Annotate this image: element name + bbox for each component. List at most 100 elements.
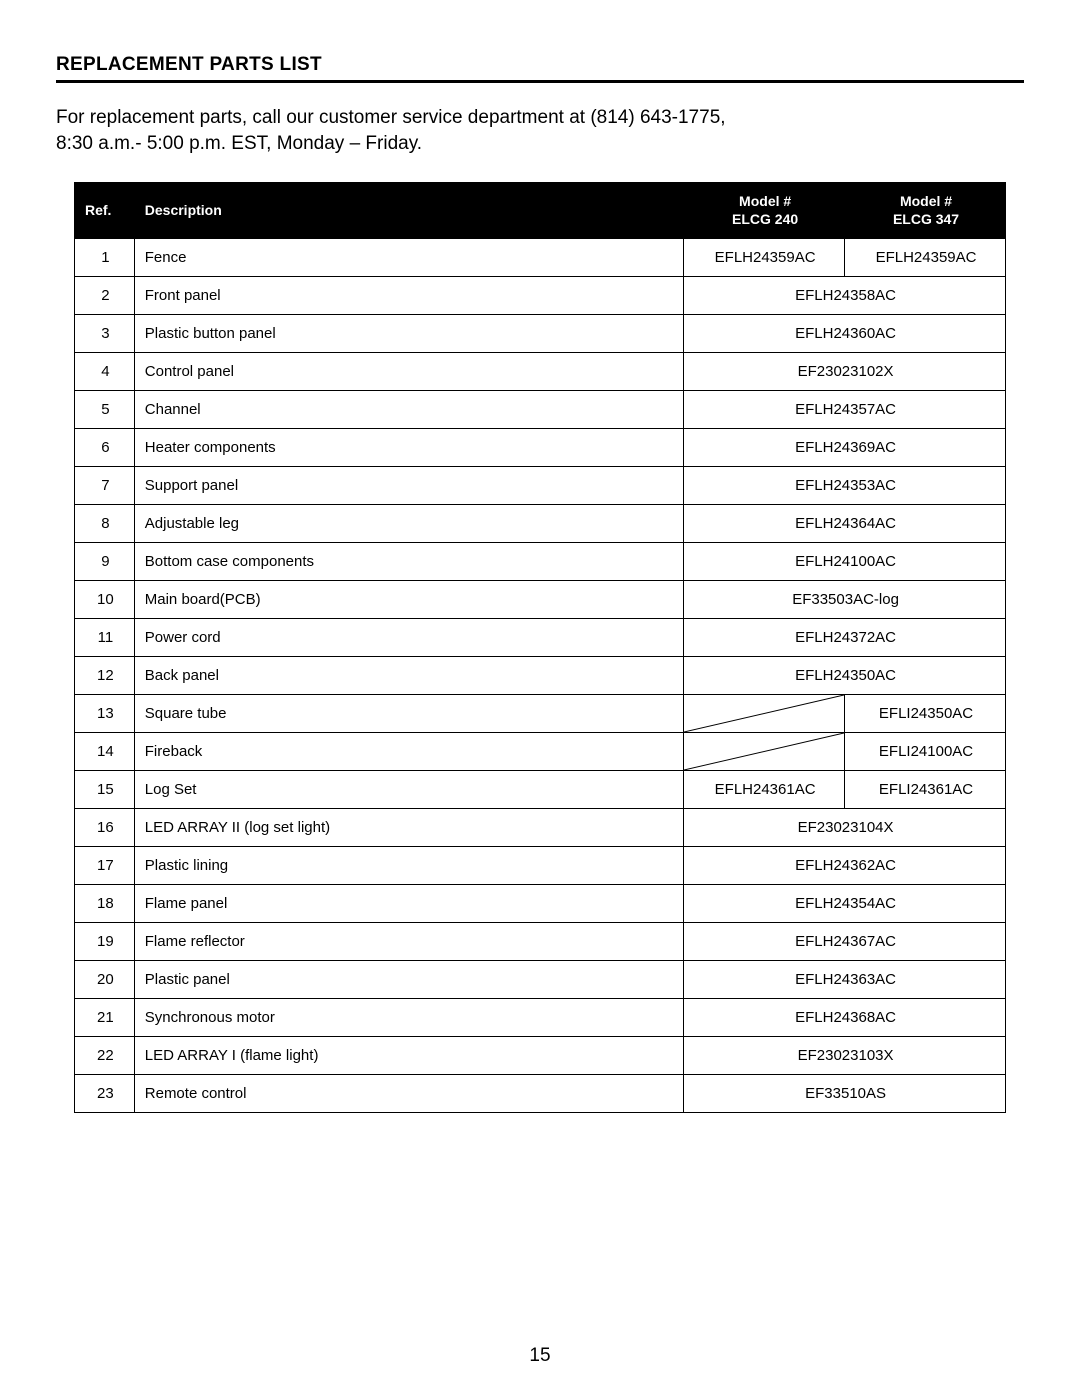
table-row: 21Synchronous motorEFLH24368AC (75, 999, 1006, 1037)
cell-model-merged: EFLH24100AC (684, 543, 1006, 581)
cell-ref: 21 (75, 999, 135, 1037)
table-row: 1FenceEFLH24359ACEFLH24359AC (75, 239, 1006, 277)
cell-model2: EFLH24359AC (845, 239, 1006, 277)
table-row: 5ChannelEFLH24357AC (75, 391, 1006, 429)
cell-description: Main board(PCB) (134, 581, 683, 619)
cell-description: Power cord (134, 619, 683, 657)
cell-model-merged: EFLH24363AC (684, 961, 1006, 999)
cell-ref: 10 (75, 581, 135, 619)
table-row: 14Fireback EFLI24100AC (75, 733, 1006, 771)
cell-description: Heater components (134, 429, 683, 467)
cell-ref: 8 (75, 505, 135, 543)
table-header: Ref. Description Model # ELCG 240 Model … (75, 183, 1006, 239)
cell-description: Remote control (134, 1075, 683, 1113)
cell-description: LED ARRAY I (flame light) (134, 1037, 683, 1075)
cell-ref: 11 (75, 619, 135, 657)
cell-description: Log Set (134, 771, 683, 809)
table-row: 11Power cordEFLH24372AC (75, 619, 1006, 657)
table-row: 16LED ARRAY II (log set light)EF23023104… (75, 809, 1006, 847)
cell-model-merged: EFLH24354AC (684, 885, 1006, 923)
table-row: 17Plastic liningEFLH24362AC (75, 847, 1006, 885)
cell-ref: 15 (75, 771, 135, 809)
cell-description: Bottom case components (134, 543, 683, 581)
cell-description: Adjustable leg (134, 505, 683, 543)
col-model2-label: Model # (900, 193, 952, 209)
cell-model-merged: EFLH24360AC (684, 315, 1006, 353)
section-title: REPLACEMENT PARTS LIST (56, 54, 1024, 76)
cell-ref: 20 (75, 961, 135, 999)
intro-line-2: 8:30 a.m.- 5:00 p.m. EST, Monday – Frida… (56, 133, 422, 154)
intro-line-1: For replacement parts, call our customer… (56, 107, 726, 128)
parts-table: Ref. Description Model # ELCG 240 Model … (74, 182, 1006, 1113)
cell-description: Flame reflector (134, 923, 683, 961)
cell-model-merged: EF23023103X (684, 1037, 1006, 1075)
cell-ref: 19 (75, 923, 135, 961)
cell-ref: 16 (75, 809, 135, 847)
table-row: 10Main board(PCB)EF33503AC-log (75, 581, 1006, 619)
table-row: 2Front panelEFLH24358AC (75, 277, 1006, 315)
cell-ref: 9 (75, 543, 135, 581)
col-ref: Ref. (75, 183, 135, 239)
intro-text: For replacement parts, call our customer… (56, 105, 1024, 156)
table-row: 15Log SetEFLH24361ACEFLI24361AC (75, 771, 1006, 809)
cell-description: Back panel (134, 657, 683, 695)
cell-model1-na (684, 695, 845, 733)
cell-description: Plastic panel (134, 961, 683, 999)
cell-description: Flame panel (134, 885, 683, 923)
cell-model-merged: EFLH24362AC (684, 847, 1006, 885)
cell-ref: 5 (75, 391, 135, 429)
cell-description: LED ARRAY II (log set light) (134, 809, 683, 847)
table-row: 7Support panelEFLH24353AC (75, 467, 1006, 505)
cell-description: Fence (134, 239, 683, 277)
cell-ref: 17 (75, 847, 135, 885)
cell-ref: 13 (75, 695, 135, 733)
cell-ref: 14 (75, 733, 135, 771)
table-row: 9Bottom case componentsEFLH24100AC (75, 543, 1006, 581)
cell-description: Front panel (134, 277, 683, 315)
cell-model2: EFLI24100AC (845, 733, 1006, 771)
col-model1-sub: ELCG 240 (732, 211, 798, 227)
cell-description: Fireback (134, 733, 683, 771)
table-row: 8Adjustable legEFLH24364AC (75, 505, 1006, 543)
cell-model-merged: EFLH24368AC (684, 999, 1006, 1037)
col-model1-label: Model # (739, 193, 791, 209)
cell-model-merged: EFLH24353AC (684, 467, 1006, 505)
table-row: 23Remote controlEF33510AS (75, 1075, 1006, 1113)
cell-description: Plastic lining (134, 847, 683, 885)
col-desc: Description (134, 183, 683, 239)
cell-model-merged: EFLH24350AC (684, 657, 1006, 695)
col-model2: Model # ELCG 347 (845, 183, 1006, 239)
cell-model-merged: EFLH24357AC (684, 391, 1006, 429)
cell-model-merged: EFLH24358AC (684, 277, 1006, 315)
page-number: 15 (0, 1345, 1080, 1367)
cell-description: Synchronous motor (134, 999, 683, 1037)
table-row: 19Flame reflectorEFLH24367AC (75, 923, 1006, 961)
cell-ref: 3 (75, 315, 135, 353)
cell-model-merged: EFLH24367AC (684, 923, 1006, 961)
table-row: 18Flame panelEFLH24354AC (75, 885, 1006, 923)
table-body: 1FenceEFLH24359ACEFLH24359AC2Front panel… (75, 239, 1006, 1113)
cell-ref: 2 (75, 277, 135, 315)
cell-model1-na (684, 733, 845, 771)
cell-model1: EFLH24361AC (684, 771, 845, 809)
col-model1: Model # ELCG 240 (684, 183, 845, 239)
cell-description: Support panel (134, 467, 683, 505)
cell-model2: EFLI24361AC (845, 771, 1006, 809)
cell-description: Plastic button panel (134, 315, 683, 353)
cell-description: Channel (134, 391, 683, 429)
cell-ref: 6 (75, 429, 135, 467)
cell-description: Control panel (134, 353, 683, 391)
table-row: 13Square tube EFLI24350AC (75, 695, 1006, 733)
cell-model-merged: EF33510AS (684, 1075, 1006, 1113)
parts-table-container: Ref. Description Model # ELCG 240 Model … (74, 182, 1006, 1113)
cell-model-merged: EFLH24364AC (684, 505, 1006, 543)
cell-description: Square tube (134, 695, 683, 733)
col-model2-sub: ELCG 347 (893, 211, 959, 227)
table-row: 22LED ARRAY I (flame light)EF23023103X (75, 1037, 1006, 1075)
cell-model2: EFLI24350AC (845, 695, 1006, 733)
table-row: 3Plastic button panelEFLH24360AC (75, 315, 1006, 353)
cell-ref: 1 (75, 239, 135, 277)
cell-ref: 23 (75, 1075, 135, 1113)
cell-ref: 4 (75, 353, 135, 391)
cell-ref: 7 (75, 467, 135, 505)
